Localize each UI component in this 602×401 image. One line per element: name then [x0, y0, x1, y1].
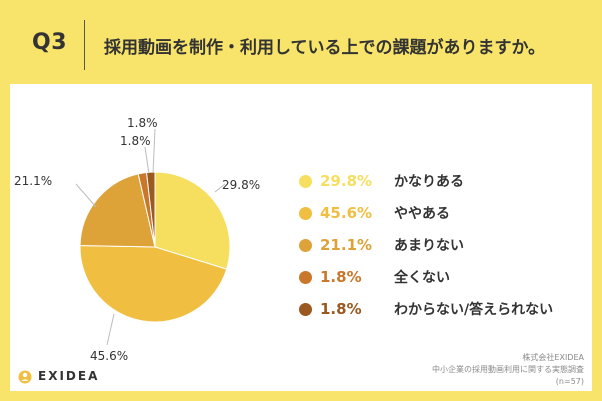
legend-dot: [299, 238, 312, 252]
leader-line-1: [214, 183, 226, 193]
leader-line-5: [152, 128, 156, 174]
legend-label: あまりない: [394, 238, 464, 254]
source-sample: (n=57): [555, 377, 584, 386]
slice-value-label-5: 1.8%: [127, 116, 158, 130]
legend-label: かなりある: [394, 174, 464, 190]
question-number: Q3: [32, 30, 68, 55]
pie-slice-2: [79, 244, 228, 323]
header: Q3 採用動画を制作・利用している上での課題がありますか。: [0, 0, 602, 82]
slice-value-label-2: 45.6%: [90, 349, 129, 363]
legend-dot: [299, 270, 312, 284]
source-survey: 中小企業の採用動画利用に関する実態調査: [432, 365, 584, 374]
leader-line-3: [75, 183, 97, 208]
legend-label: 全くない: [394, 270, 450, 286]
slice-value-label-4: 1.8%: [120, 134, 151, 148]
legend-item: 1.8% 全くない: [299, 261, 553, 293]
legend-percent: 1.8%: [320, 268, 362, 286]
legend-percent: 45.6%: [320, 204, 373, 222]
pie-chart: [75, 128, 231, 346]
legend-percent: 21.1%: [320, 236, 373, 254]
question-title: 採用動画を制作・利用している上での課題がありますか。: [104, 38, 546, 58]
legend: 29.8% かなりある 45.6% ややある 21.1% あまりない 1.8% 全くない 1.8…: [299, 165, 553, 325]
legend-percent: 29.8%: [320, 172, 373, 190]
source-note: 株式会社EXIDEA 中小企業の採用動画利用に関する実態調査 (n=57): [432, 352, 584, 388]
pie-slice-3: [79, 173, 156, 248]
legend-item: 1.8% わからない/答えられない: [299, 293, 553, 325]
chart-panel: 29.8% 45.6% 21.1% 1.8% 1.8% 29.8% かなりある 45.6% や…: [10, 84, 592, 391]
legend-item: 29.8% かなりある: [299, 165, 553, 197]
source-company: 株式会社EXIDEA: [522, 353, 584, 362]
slice-value-label-3: 21.1%: [14, 174, 53, 188]
pie-slice-5: [145, 171, 156, 248]
legend-dot: [299, 302, 312, 316]
legend-dot: [299, 206, 312, 220]
brand-logo: EXIDEA: [18, 369, 100, 384]
legend-label: わからない/答えられない: [394, 302, 554, 318]
legend-item: 45.6% ややある: [299, 197, 553, 229]
header-divider: [84, 20, 85, 70]
exidea-logo-icon: [18, 369, 32, 384]
legend-percent: 1.8%: [320, 300, 362, 318]
leader-line-2: [106, 313, 115, 346]
slice-value-label-1: 29.8%: [222, 178, 261, 192]
legend-label: ややある: [394, 206, 450, 222]
legend-dot: [299, 174, 312, 188]
legend-item: 21.1% あまりない: [299, 229, 553, 261]
pie-slice-1: [154, 171, 231, 270]
leader-line-4: [144, 146, 150, 175]
logo-text: EXIDEA: [38, 369, 100, 383]
